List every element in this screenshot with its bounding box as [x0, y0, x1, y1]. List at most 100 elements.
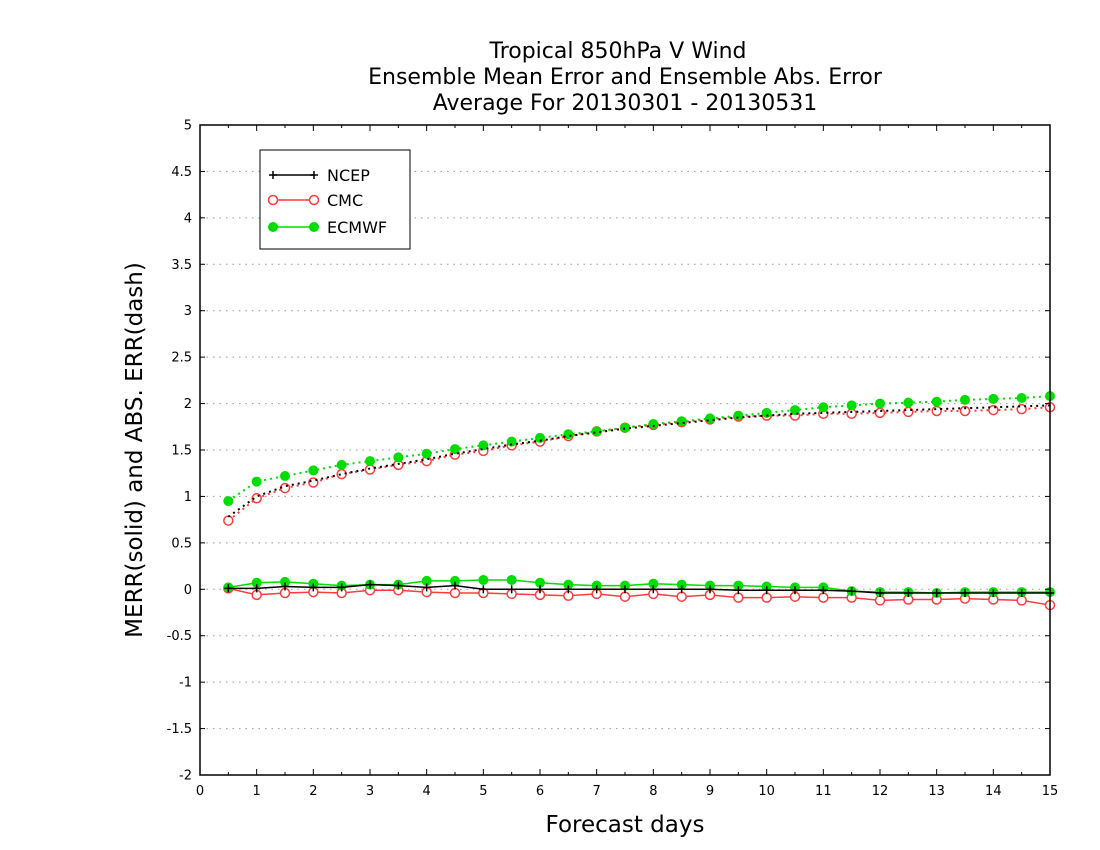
series-cmc-merr-point: [1016, 595, 1027, 606]
y-tick-label: -1: [179, 676, 192, 691]
series-ecmwf-abs-err-point: [931, 396, 942, 407]
y-tick-label: 4.5: [171, 165, 192, 180]
y-tick-label: 4: [184, 211, 192, 226]
legend-marker-ncep: [269, 171, 277, 179]
y-tick-label: 1: [184, 490, 192, 505]
y-tick-label: -2: [179, 769, 192, 784]
series-ncep-merr-point: [309, 583, 318, 592]
y-axis-label: MERR(solid) and ABS. ERR(dash): [122, 262, 148, 638]
series-cmc: [223, 402, 1056, 611]
series-cmc-merr-point: [818, 592, 829, 603]
x-tick-label: 13: [928, 784, 945, 799]
legend-marker-ncep: [310, 171, 318, 179]
series-ncep: [227, 404, 1051, 594]
series-ecmwf-abs-err-point: [393, 452, 404, 463]
series-ecmwf-abs-err-point: [988, 393, 999, 404]
x-tick-label: 7: [593, 784, 601, 799]
series-ncep-merr-point: [564, 585, 573, 594]
series-ecmwf-merr-point: [506, 575, 517, 585]
x-tick-label: 12: [872, 784, 889, 799]
series-ncep-merr-point: [847, 587, 856, 596]
x-tick-label: 5: [479, 784, 487, 799]
series-ncep-merr-point: [337, 583, 346, 592]
x-tick-label: 0: [196, 784, 204, 799]
x-axis-label: Forecast days: [546, 812, 705, 838]
series-ecmwf-abs-err-point: [591, 426, 602, 437]
series-ncep-markers: [224, 580, 1054, 597]
series-ncep-merr-point: [507, 585, 516, 594]
series-ecmwf-abs-err-point: [506, 436, 517, 447]
series-ncep-merr-point: [791, 586, 799, 595]
series-cmc-abs-err-point: [959, 405, 971, 417]
series-cmc-merr-point: [874, 595, 886, 606]
chart-title-line-2: Ensemble Mean Error and Ensemble Abs. Er…: [368, 65, 883, 90]
legend-label-cmc: CMC: [327, 191, 363, 210]
series-ncep-merr-point: [904, 589, 913, 597]
series-cmc-abs-err-line: [227, 406, 1051, 522]
series-ncep-merr-point: [281, 582, 289, 591]
legend-marker-ecmwf: [268, 222, 278, 232]
legend-item-ecmwf: [268, 222, 319, 232]
series-cmc-abs-err-point: [988, 404, 999, 416]
series-ecmwf-abs-err-point: [365, 456, 375, 467]
y-tick-label: 5: [184, 119, 192, 134]
series-cmc-merr-point: [733, 592, 744, 603]
series-ncep-merr-line: [228, 583, 1050, 594]
legend-item-ncep: [269, 171, 318, 179]
y-tick-label: 1.5: [171, 444, 192, 459]
y-tick-label: 0.5: [171, 536, 192, 551]
x-axis: 0 1 2 3 4 5 6 7 8 9 10 11 12 13 14 15: [196, 125, 1058, 799]
series-ecmwf-abs-err-point: [733, 410, 744, 421]
series-cmc-merr-point: [619, 591, 631, 602]
y-tick-label: 3.5: [171, 258, 192, 273]
series-cmc-abs-err-point: [903, 406, 914, 418]
series-ncep-merr-point: [592, 585, 601, 594]
chart-title: Tropical 850hPa V Wind Ensemble Mean Err…: [368, 39, 883, 116]
series-ncep-merr-point: [621, 585, 629, 594]
series-cmc-abs-err-point: [931, 405, 942, 417]
legend-marker-cmc: [267, 194, 279, 206]
series-ncep-merr-point: [422, 583, 431, 592]
chart-title-line-3: Average For 20130301 - 20130531: [433, 91, 818, 116]
series-ecmwf-abs-err-point: [280, 471, 290, 481]
series-ncep-merr-point: [366, 580, 374, 589]
x-tick-label: 2: [309, 784, 317, 799]
legend-marker-ecmwf: [309, 222, 319, 232]
x-tick-label: 6: [536, 784, 544, 799]
series-ecmwf-abs-err-point: [846, 400, 857, 411]
x-tick-label: 9: [706, 784, 714, 799]
series-layer: [223, 391, 1056, 611]
y-tick-label: 2.5: [171, 351, 192, 366]
series-ncep-merr-point: [451, 581, 459, 590]
series-ecmwf-abs-err-point: [336, 459, 347, 470]
x-tick-label: 1: [253, 784, 261, 799]
x-tick-label: 4: [423, 784, 431, 799]
series-ncep-merr-point: [734, 586, 743, 595]
series-ncep-merr-point: [819, 586, 828, 595]
x-tick-label: 3: [366, 784, 374, 799]
series-ncep-merr-point: [224, 584, 233, 593]
series-ncep-merr-point: [706, 585, 714, 594]
legend: NCEP CMC ECMWF: [259, 149, 411, 250]
legend-label-ecmwf: ECMWF: [327, 218, 387, 237]
x-tick-label: 10: [758, 784, 775, 799]
series-ecmwf-abs-err-point: [903, 397, 914, 408]
series-ecmwf-abs-err-point: [620, 422, 630, 433]
series-cmc-abs-err-point: [223, 515, 234, 526]
series-cmc-merr-point: [449, 587, 461, 599]
series-ecmwf-merr-point: [478, 575, 489, 585]
series-ncep-merr-point: [762, 586, 771, 595]
series-ecmwf-abs-err-point: [790, 405, 800, 416]
series-ecmwf-abs-err-point: [478, 440, 489, 451]
series-ecmwf-abs-err-point: [308, 465, 319, 476]
series-ncep-merr-point: [1017, 589, 1026, 597]
series-ecmwf-abs-err-point: [648, 419, 659, 429]
series-cmc-merr-line: [228, 587, 1051, 606]
y-tick-label: 3: [184, 304, 192, 319]
legend-item-cmc: [267, 194, 320, 206]
y-tick-label: 2: [184, 397, 192, 412]
y-tick-label: -0.5: [167, 629, 192, 644]
series-ecmwf-abs-err-point: [251, 476, 262, 487]
series-ecmwf-abs-err-point: [223, 496, 234, 507]
series-cmc-abs-err-point: [846, 408, 857, 420]
